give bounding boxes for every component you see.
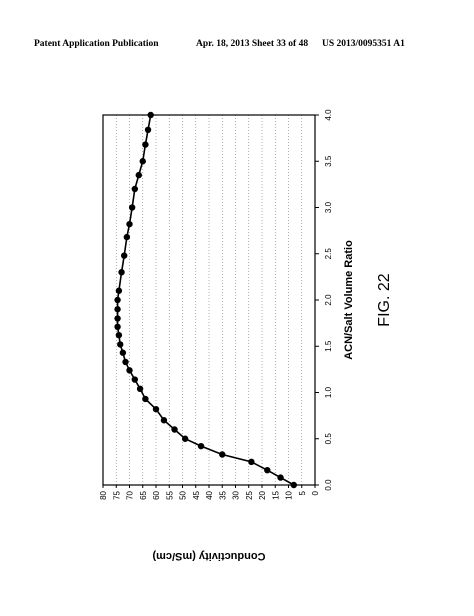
data-point bbox=[117, 341, 124, 348]
y-tick-label: 5 bbox=[298, 490, 307, 495]
x-axis-title: ACN/Salt Volume Ratio bbox=[343, 240, 355, 360]
x-tick-label: 2.0 bbox=[324, 294, 333, 306]
data-point bbox=[219, 451, 226, 458]
header-left: Patent Application Publication bbox=[34, 39, 159, 49]
x-tick-label: 0.5 bbox=[324, 433, 333, 445]
data-point bbox=[144, 126, 152, 133]
data-point bbox=[114, 315, 121, 322]
y-tick-label: 75 bbox=[112, 490, 121, 499]
y-tick-label: 55 bbox=[165, 490, 174, 499]
data-point bbox=[128, 204, 136, 211]
y-tick-label: 40 bbox=[205, 490, 214, 499]
data-point bbox=[147, 111, 154, 119]
chart: 05 10 15 20 25 30 35 40 45 50 55 60 65 70 75 80 0.0 0.5 1.… bbox=[99, 109, 393, 562]
y-tick-label: 50 bbox=[179, 490, 188, 499]
plot-frame bbox=[102, 114, 316, 486]
data-point bbox=[197, 442, 205, 450]
series-line bbox=[116, 114, 295, 486]
data-point bbox=[277, 474, 284, 481]
x-tick-label: 1.0 bbox=[324, 386, 333, 398]
x-tick-label: 3.0 bbox=[324, 201, 333, 213]
data-point bbox=[122, 358, 129, 366]
data-point bbox=[114, 296, 121, 304]
header-right: US 2013/0095351 A1 bbox=[322, 39, 405, 49]
data-point bbox=[118, 269, 125, 276]
x-tick-label: 1.5 bbox=[324, 340, 333, 352]
header-middle: Apr. 18, 2013 Sheet 33 of 48 bbox=[196, 39, 308, 49]
data-point bbox=[142, 395, 149, 403]
data-point bbox=[152, 405, 160, 413]
data-point bbox=[115, 331, 123, 339]
data-point bbox=[131, 376, 138, 383]
y-tick-label: 80 bbox=[99, 490, 108, 499]
data-point bbox=[136, 385, 144, 392]
y-tick-label: 20 bbox=[258, 490, 267, 499]
x-tick-label: 3.5 bbox=[324, 155, 333, 167]
y-tick-label: 70 bbox=[126, 490, 135, 499]
y-tick-label: 30 bbox=[232, 490, 241, 499]
data-point bbox=[181, 435, 189, 442]
data-point bbox=[142, 141, 149, 148]
data-point bbox=[264, 466, 271, 474]
data-point bbox=[126, 220, 133, 228]
data-point bbox=[123, 233, 131, 241]
data-point bbox=[160, 417, 168, 424]
data-point bbox=[131, 185, 138, 193]
y-tick-label: 35 bbox=[218, 490, 227, 499]
figure-label: FIG. 22 bbox=[376, 273, 393, 326]
y-tick-label: 45 bbox=[192, 490, 201, 499]
data-point bbox=[135, 171, 142, 179]
data-point bbox=[248, 458, 255, 466]
data-point bbox=[114, 306, 121, 313]
y-tick-label: 0 bbox=[311, 490, 320, 495]
y-tick-label: 10 bbox=[285, 490, 294, 499]
x-tick-label: 4.0 bbox=[324, 109, 333, 121]
data-point bbox=[115, 287, 123, 294]
data-point bbox=[139, 158, 146, 165]
data-point bbox=[119, 349, 127, 356]
x-tick-label: 2.5 bbox=[324, 248, 333, 260]
data-point bbox=[290, 481, 298, 489]
y-axis-title: Conductivity (mS/cm) bbox=[152, 550, 265, 562]
x-tick-label: 0.0 bbox=[324, 479, 333, 491]
y-tick-label: 15 bbox=[271, 490, 280, 499]
data-point bbox=[126, 367, 133, 374]
data-point bbox=[114, 323, 121, 331]
data-point bbox=[121, 252, 128, 259]
y-tick-label: 60 bbox=[152, 490, 161, 499]
y-tick-label: 65 bbox=[139, 490, 148, 499]
data-point bbox=[171, 426, 178, 433]
y-tick-label: 25 bbox=[245, 490, 254, 499]
